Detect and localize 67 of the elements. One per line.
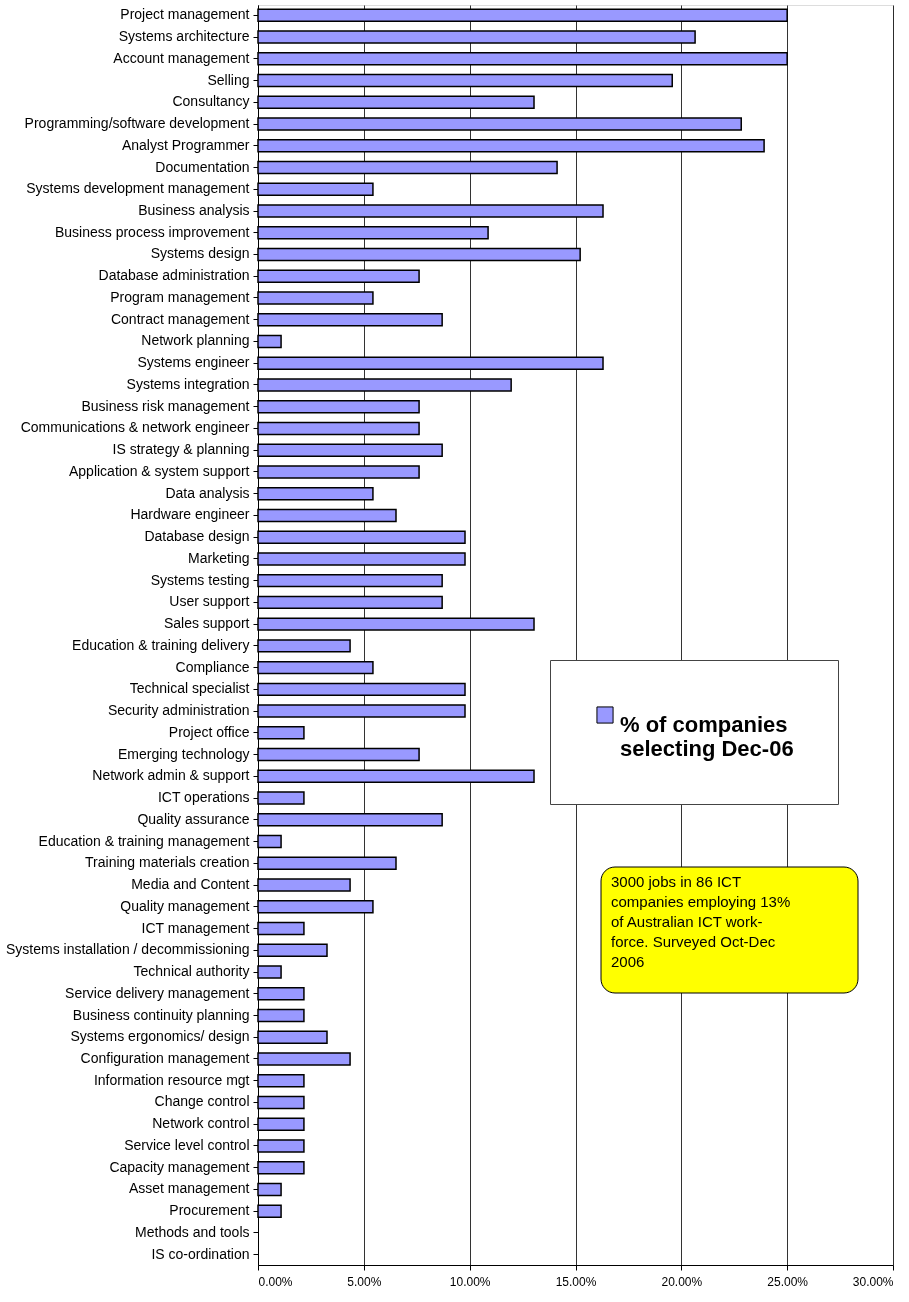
y-tick-label: Compliance — [175, 658, 250, 675]
y-tick-label: Business process improvement — [54, 223, 250, 240]
x-tick-label: 10.00% — [449, 1274, 491, 1289]
y-tick-label: Media and Content — [131, 876, 250, 893]
x-tick-label: 0.00% — [258, 1274, 293, 1289]
y-tick-label: Asset management — [128, 1180, 250, 1197]
y-tick-label: Quality assurance — [137, 810, 250, 827]
y-tick-label: IS strategy & planning — [112, 441, 250, 458]
y-tick-label: Quality management — [120, 897, 250, 914]
y-tick-label: Security administration — [107, 702, 250, 719]
y-tick-label: Systems design — [150, 245, 250, 262]
y-tick-label: Data analysis — [165, 484, 250, 501]
y-tick-label: Database administration — [98, 267, 250, 284]
y-tick-label: Application & system support — [68, 462, 250, 479]
y-tick-label: Change control — [154, 1093, 250, 1110]
y-tick-label: Network admin & support — [92, 767, 250, 784]
x-tick-label: 30.00% — [852, 1274, 894, 1289]
y-tick-label: Technical specialist — [129, 680, 250, 697]
y-tick-label: Systems architecture — [118, 28, 250, 45]
y-tick-label: Technical authority — [133, 963, 250, 980]
y-tick-label: Service level control — [124, 1136, 250, 1153]
y-tick-label: Training materials creation — [85, 854, 250, 871]
y-tick-label: Business continuity planning — [72, 1006, 250, 1023]
y-tick-label: Procurement — [169, 1202, 250, 1219]
y-tick-label: Systems integration — [126, 375, 250, 392]
y-tick-label: ICT management — [141, 919, 250, 936]
y-tick-label: User support — [169, 593, 250, 610]
y-tick-label: Sales support — [163, 615, 250, 632]
x-tick-label: 25.00% — [767, 1274, 809, 1289]
x-tick-label: 15.00% — [555, 1274, 597, 1289]
y-tick-label: Service delivery management — [65, 984, 250, 1001]
y-tick-label: Network control — [152, 1115, 250, 1132]
y-tick-label: Network planning — [141, 332, 250, 349]
y-tick-label: Programming/software development — [24, 115, 250, 132]
y-tick-label: Project management — [120, 6, 250, 23]
y-tick-label: Program management — [110, 288, 250, 305]
y-tick-label: Systems installation / decommissioning — [5, 941, 250, 958]
y-tick-label: Education & training delivery — [72, 636, 250, 653]
y-tick-label: Documentation — [155, 158, 250, 175]
y-tick-label: Systems ergonomics/ design — [70, 1028, 250, 1045]
y-tick-label: Hardware engineer — [130, 506, 250, 523]
y-tick-label: Systems engineer — [137, 354, 250, 371]
y-tick-label: Emerging technology — [117, 745, 250, 762]
y-tick-label: Consultancy — [172, 93, 250, 110]
legend-label: % of companies selecting Dec-06 — [620, 712, 794, 761]
y-tick-label: Communications & network engineer — [20, 419, 250, 436]
y-tick-label: Selling — [207, 71, 250, 88]
y-tick-label: Database design — [144, 528, 250, 545]
y-tick-label: ICT operations — [157, 789, 250, 806]
y-tick-label: Analyst Programmer — [121, 136, 250, 153]
y-tick-label: Education & training management — [38, 832, 250, 849]
y-tick-label: Business analysis — [138, 202, 250, 219]
y-tick-label: Account management — [113, 49, 250, 66]
y-tick-label: IS co-ordination — [151, 1245, 250, 1262]
y-tick-label: Project office — [168, 723, 250, 740]
y-tick-label: Systems testing — [150, 571, 250, 588]
y-tick-label: Capacity management — [109, 1158, 250, 1175]
x-tick-label: 20.00% — [661, 1274, 703, 1289]
y-tick-label: Configuration management — [80, 1049, 250, 1066]
annotation: 3000 jobs in 86 ICT companies employing 13% of Australian ICT work-force. Surveyed Oct-Dec 2006 — [611, 873, 791, 970]
y-tick-label: Information resource mgt — [93, 1071, 250, 1088]
x-tick-label: 5.00% — [347, 1274, 382, 1289]
y-tick-label: Business risk management — [81, 397, 250, 414]
y-tick-label: Methods and tools — [135, 1223, 250, 1240]
y-tick-label: Contract management — [110, 310, 250, 327]
y-tick-label: Marketing — [188, 549, 250, 566]
y-tick-label: Systems development management — [26, 180, 250, 197]
